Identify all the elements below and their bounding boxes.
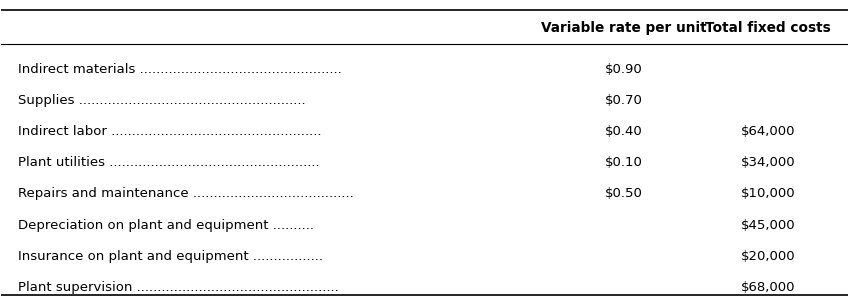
Text: $64,000: $64,000 bbox=[740, 125, 795, 138]
Text: Supplies .......................................................: Supplies ...............................… bbox=[19, 94, 306, 107]
Text: $0.90: $0.90 bbox=[605, 63, 643, 76]
Text: $0.10: $0.10 bbox=[605, 156, 643, 169]
Text: $20,000: $20,000 bbox=[740, 250, 795, 263]
Text: Depreciation on plant and equipment ..........: Depreciation on plant and equipment ....… bbox=[19, 219, 314, 231]
Text: $0.70: $0.70 bbox=[605, 94, 643, 107]
Text: $10,000: $10,000 bbox=[740, 187, 795, 200]
Text: Indirect labor ...................................................: Indirect labor .........................… bbox=[19, 125, 322, 138]
Text: Total fixed costs: Total fixed costs bbox=[705, 21, 830, 35]
Text: $0.40: $0.40 bbox=[605, 125, 643, 138]
Text: Insurance on plant and equipment .................: Insurance on plant and equipment .......… bbox=[19, 250, 323, 263]
Text: $0.50: $0.50 bbox=[605, 187, 643, 200]
Text: $45,000: $45,000 bbox=[740, 219, 795, 231]
Text: Indirect materials .................................................: Indirect materials .....................… bbox=[19, 63, 342, 76]
Text: Plant utilities ...................................................: Plant utilities ........................… bbox=[19, 156, 320, 169]
Text: Variable rate per unit: Variable rate per unit bbox=[541, 21, 706, 35]
Text: Repairs and maintenance .......................................: Repairs and maintenance ................… bbox=[19, 187, 354, 200]
Text: Plant supervision .................................................: Plant supervision ......................… bbox=[19, 281, 339, 294]
Text: $68,000: $68,000 bbox=[740, 281, 795, 294]
Text: $34,000: $34,000 bbox=[740, 156, 795, 169]
